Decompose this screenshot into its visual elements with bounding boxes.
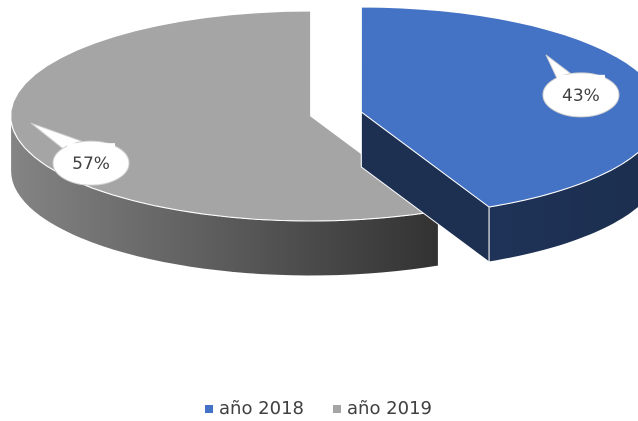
legend-label: año 2018 <box>219 398 304 419</box>
slice-side <box>488 152 638 263</box>
callout-cover <box>556 74 605 95</box>
legend-swatch <box>205 405 213 413</box>
legend-label: año 2019 <box>347 398 432 419</box>
callout-cover <box>67 143 116 164</box>
data-label: 57% <box>72 154 110 174</box>
legend-swatch <box>333 405 341 413</box>
data-label: 43% <box>562 86 600 106</box>
pie-slice: 43% <box>360 6 638 264</box>
slice-top <box>360 6 638 208</box>
pie-slice: 57% <box>10 10 440 277</box>
